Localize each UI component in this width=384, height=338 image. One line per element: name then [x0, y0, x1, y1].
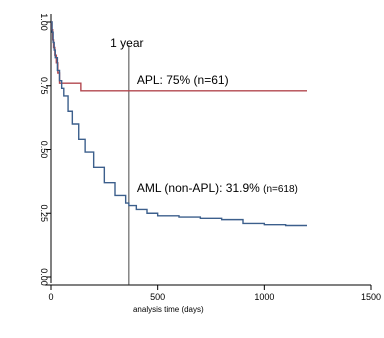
x-tick-label: 1500: [361, 292, 381, 302]
y-tick-label: 0.00: [39, 268, 49, 286]
y-tick-label: 0.50: [39, 141, 49, 159]
aml-annotation: AML (non-APL): 31.9% (n=618): [137, 181, 298, 195]
axes-layer: 0.00 0.25 0.50 0.75 1.00 0 500 1000 1500 analysis…: [39, 13, 381, 314]
labels-layer: 1 year APL: 75% (n=61) AML (non-APL): 31.9…: [110, 36, 298, 195]
x-axis-title: analysis time (days): [133, 305, 204, 314]
aml-curve: [51, 21, 307, 227]
lines-layer: [51, 21, 307, 285]
aml-annotation-main: AML (non-APL): 31.9%: [137, 181, 263, 195]
apl-annotation: APL: 75% (n=61): [137, 73, 229, 87]
aml-annotation-count: (n=618): [263, 184, 298, 195]
y-tick-label: 1.00: [39, 13, 49, 31]
y-tick-label: 0.75: [39, 77, 49, 95]
x-tick-label: 1000: [254, 292, 274, 302]
x-tick-label: 500: [150, 292, 165, 302]
x-tick-label: 0: [48, 292, 53, 302]
apl-annotation-main: APL: 75% (n=61): [137, 73, 229, 87]
one-year-label: 1 year: [110, 36, 143, 50]
y-tick-label: 0.25: [39, 204, 49, 222]
